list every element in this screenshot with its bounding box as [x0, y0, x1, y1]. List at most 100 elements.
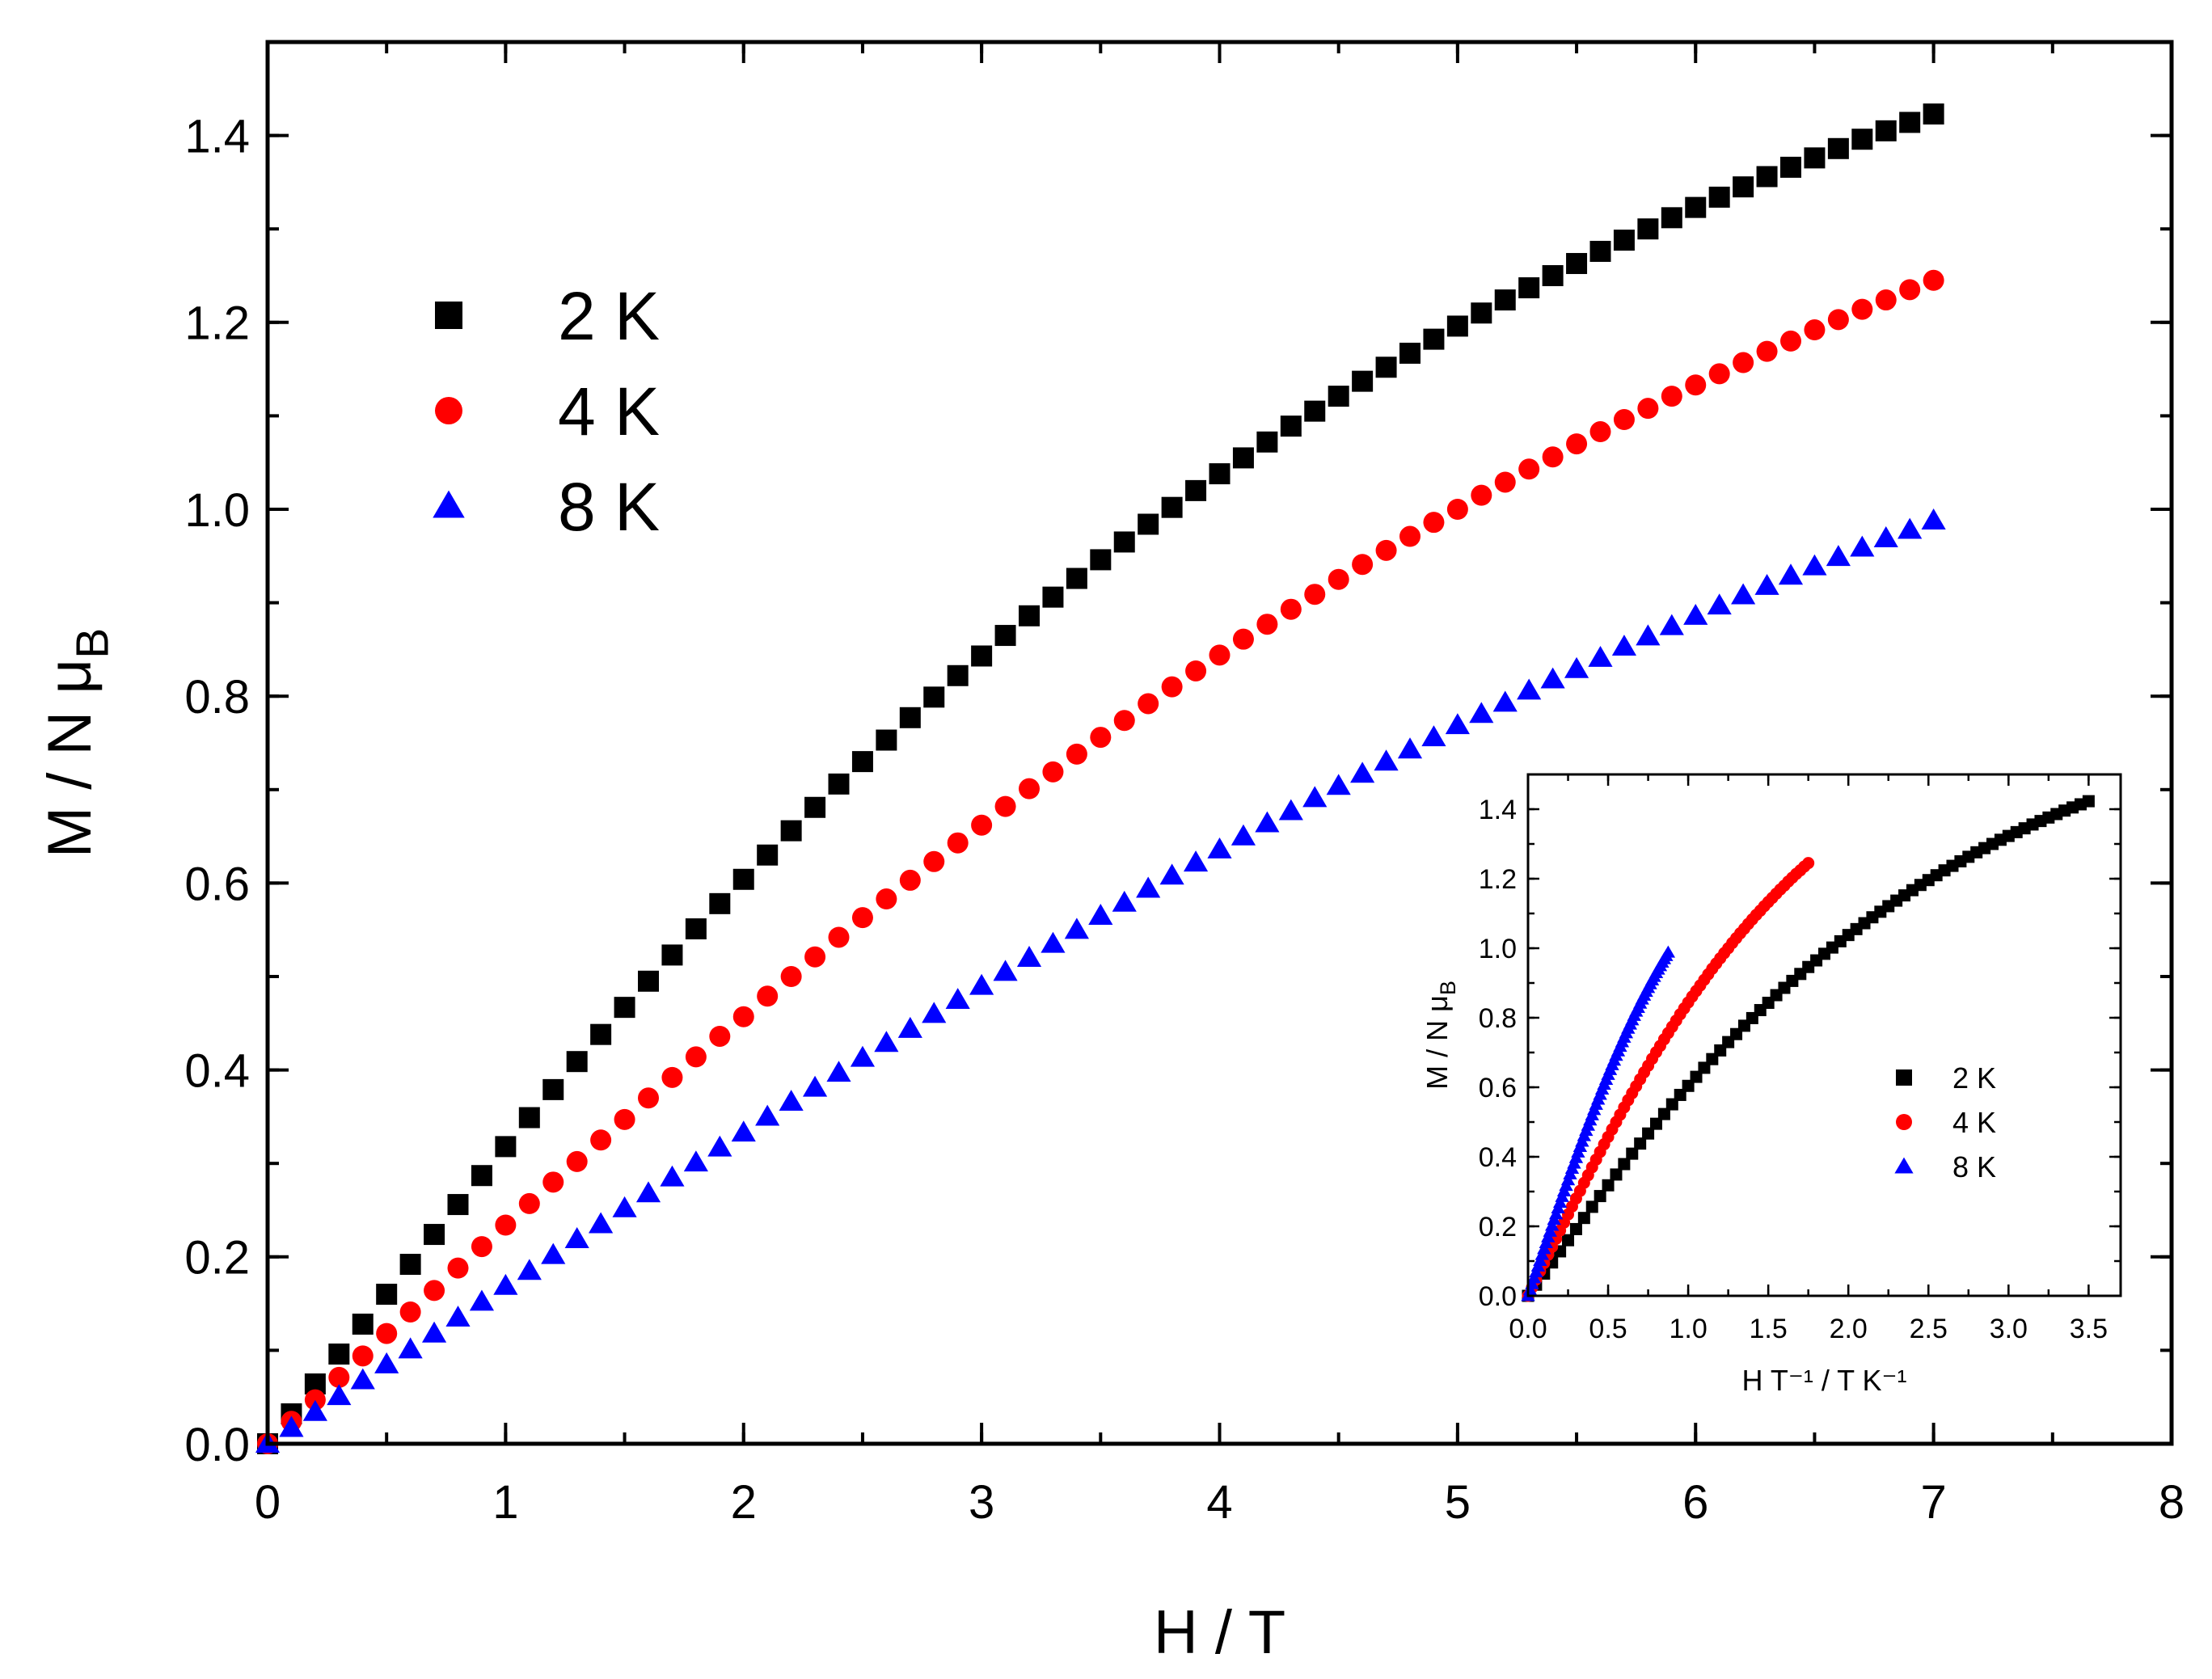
inset-legend-marker	[1894, 1157, 1914, 1174]
main-data-point	[495, 1214, 517, 1236]
main-data-point	[1707, 593, 1732, 615]
main-data-point	[1256, 431, 1278, 453]
main-data-point	[1851, 298, 1873, 320]
main-data-point	[828, 926, 850, 948]
main-data-point	[1588, 645, 1613, 667]
main-data-point	[493, 1273, 518, 1295]
main-data-point	[897, 1016, 922, 1038]
main-data-point	[376, 1323, 398, 1344]
main-data-point	[1899, 112, 1921, 133]
main-data-point	[1780, 156, 1801, 178]
inset-data-point	[1610, 1168, 1623, 1181]
main-data-point	[1302, 786, 1328, 808]
main-data-point	[1399, 342, 1420, 364]
inset-y-tick-label: 0.4	[1479, 1142, 1517, 1173]
main-data-point	[993, 960, 1018, 981]
main-data-point	[707, 1135, 732, 1157]
inset-series-8k	[1521, 945, 1676, 1301]
main-data-point	[1875, 289, 1897, 311]
main-data-point	[424, 1280, 445, 1301]
main-plot-frame	[265, 40, 2174, 1446]
main-data-point	[1517, 678, 1542, 700]
inset-plot: 0.0 0.5 1.0 1.5 2.0 2.5 3.0 3.5 0.0 0.2 0.4 0.6 0.8 1…	[1420, 773, 2122, 1397]
main-data-point	[802, 1075, 828, 1097]
main-data-point	[1731, 583, 1756, 605]
inset-data-point	[1569, 1222, 1582, 1235]
main-y-axis-label-subscript: B	[66, 628, 118, 659]
inset-x-tick-label: 2.0	[1830, 1314, 1868, 1344]
main-data-point	[399, 1301, 421, 1323]
main-data-point	[1613, 409, 1635, 431]
main-x-tick-label: 3	[969, 1476, 994, 1529]
main-data-point	[1232, 628, 1254, 650]
main-data-point	[851, 907, 873, 929]
main-data-point	[1826, 545, 1851, 567]
main-legend-marker	[435, 302, 462, 329]
main-data-point	[1138, 693, 1159, 715]
main-data-point	[1778, 563, 1804, 585]
main-data-point	[1540, 667, 1565, 689]
main-data-point	[709, 892, 731, 914]
inset-data-point	[1602, 1179, 1615, 1192]
main-data-point	[1875, 120, 1897, 141]
inset-y-axis-label-main: M / N μ	[1420, 995, 1454, 1090]
inset-x-tick-label: 1.0	[1669, 1314, 1707, 1344]
inset-data-point	[1618, 1158, 1631, 1171]
main-data-point	[566, 1150, 588, 1172]
main-x-tick-label: 2	[731, 1476, 757, 1529]
main-data-point	[828, 773, 850, 795]
main-data-point	[1421, 725, 1446, 747]
main-data-point	[1088, 904, 1113, 925]
main-data-point	[1041, 931, 1066, 953]
main-y-tick-label: 1.2	[184, 297, 250, 350]
main-data-point	[971, 814, 993, 836]
inset-y-tick-label: 1.2	[1479, 864, 1517, 895]
main-x-tick-label: 4	[1206, 1476, 1232, 1529]
main-data-point	[1374, 749, 1399, 771]
inset-data-point	[2082, 795, 2095, 808]
main-data-point	[876, 729, 897, 751]
main-data-point	[1445, 713, 1470, 735]
main-data-point	[780, 820, 802, 842]
main-data-point	[589, 1212, 614, 1234]
main-data-point	[1471, 302, 1492, 324]
main-legend-marker	[435, 397, 462, 424]
inset-y-tick-label: 0.2	[1479, 1212, 1517, 1242]
main-data-point	[1637, 218, 1659, 240]
main-data-point	[447, 1257, 469, 1279]
main-data-point	[874, 1031, 899, 1053]
main-data-point	[590, 1023, 612, 1045]
main-data-point	[1113, 710, 1135, 732]
inset-y-axis-label-subscript: B	[1436, 981, 1460, 995]
main-data-point	[1066, 567, 1087, 589]
main-data-point	[612, 1196, 637, 1217]
main-data-point	[683, 1150, 708, 1172]
inset-x-tick-label: 0.0	[1509, 1314, 1547, 1344]
main-data-point	[541, 1242, 566, 1264]
main-data-point	[1278, 799, 1303, 821]
inset-x-axis-label: H T⁻¹ / T K⁻¹	[1741, 1364, 1906, 1397]
main-y-axis-label: M / N μB	[36, 628, 118, 858]
main-data-point	[635, 1181, 661, 1203]
inset-y-tick-label: 0.0	[1479, 1281, 1517, 1312]
main-y-tick-label: 0.6	[184, 858, 250, 910]
main-data-point	[804, 796, 826, 818]
main-data-point	[1566, 433, 1588, 455]
main-data-point	[1780, 330, 1801, 352]
main-data-point	[1423, 512, 1445, 534]
main-data-point	[660, 1165, 685, 1187]
main-data-point	[398, 1337, 423, 1359]
main-data-point	[1090, 549, 1112, 571]
main-x-tick-label: 7	[1920, 1476, 1946, 1529]
inset-plot-frame	[1526, 773, 2122, 1297]
main-data-point	[1492, 690, 1518, 712]
inset-data-point	[1626, 1147, 1639, 1160]
main-legend: 2 K 4 K 8 K	[433, 278, 660, 545]
main-data-point	[1923, 103, 1944, 125]
main-data-point	[1136, 876, 1161, 898]
main-y-tick-label: 0.8	[184, 671, 250, 723]
main-data-point	[1161, 676, 1183, 698]
main-data-point	[732, 1006, 754, 1027]
main-data-point	[376, 1284, 398, 1306]
main-data-point	[1280, 598, 1302, 620]
